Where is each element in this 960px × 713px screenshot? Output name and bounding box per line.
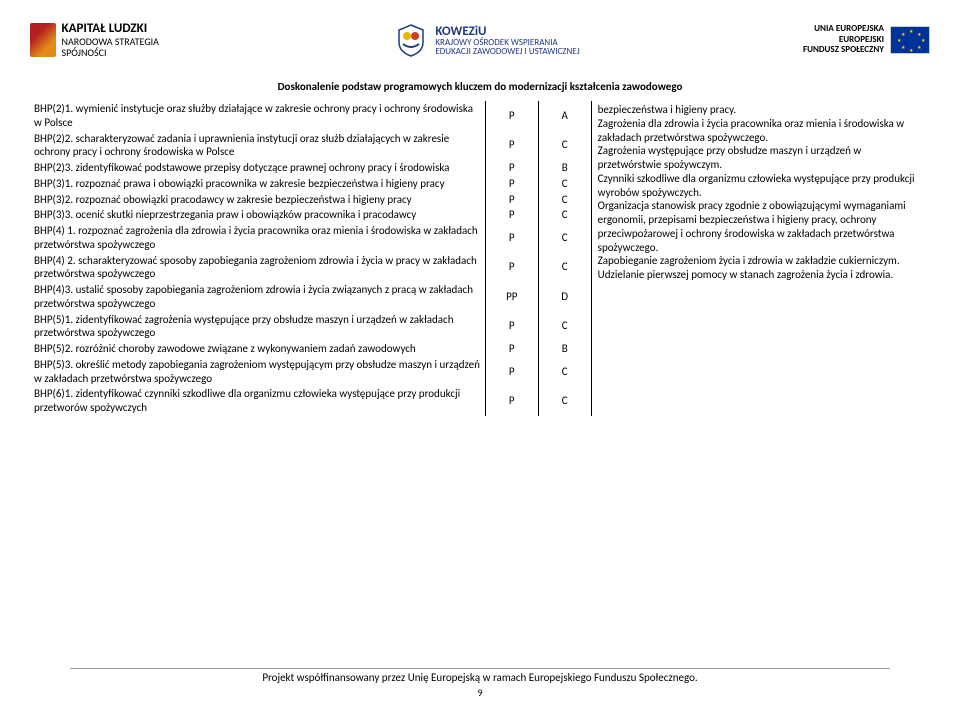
right-column-text: bezpieczeństwa i higieny pracy. Zagrożen… bbox=[591, 101, 930, 416]
content-table: BHP(2)1. wymienić instytucje oraz służby… bbox=[30, 101, 930, 416]
kl-text: KAPITAŁ LUDZKI NARODOWA STRATEGIA SPÓJNO… bbox=[62, 22, 171, 58]
table-row: BHP(2)1. wymienić instytucje oraz służby… bbox=[30, 101, 930, 131]
row-text: BHP(5)1. zidentyfikować zagrożenia wystę… bbox=[30, 312, 485, 342]
footer-text: Projekt współfinansowany przez Unię Euro… bbox=[0, 671, 960, 684]
row-text: BHP(6)1. zidentyfikować czynniki szkodli… bbox=[30, 386, 485, 416]
row-text: BHP(2)3. zidentyfikować podstawowe przep… bbox=[30, 160, 485, 176]
col-p: P bbox=[485, 341, 538, 357]
kl-icon bbox=[30, 23, 56, 57]
col-letter: C bbox=[538, 253, 591, 283]
col-p: PP bbox=[485, 282, 538, 312]
col-p: P bbox=[485, 386, 538, 416]
page-header: KAPITAŁ LUDZKI NARODOWA STRATEGIA SPÓJNO… bbox=[30, 10, 930, 70]
col-letter: C bbox=[538, 176, 591, 192]
koweziu-text: KOWEZiU KRAJOWY OŚRODEK WSPIERANIA EDUKA… bbox=[435, 25, 579, 56]
row-text: BHP(4) 1. rozpoznać zagrożenia dla zdrow… bbox=[30, 223, 485, 253]
koweziu-sub2: EDUKACJI ZAWODOWEJ I USTAWICZNEJ bbox=[435, 47, 579, 56]
col-p: P bbox=[485, 223, 538, 253]
eu-flag-icon: ★ ★ ★ ★ ★ ★ ★ ★ bbox=[890, 26, 930, 54]
logo-eu: UNIA EUROPEJSKA EUROPEJSKI FUNDUSZ SPOŁE… bbox=[803, 24, 930, 55]
row-text: BHP(3)3. ocenić skutki nieprzestrzegania… bbox=[30, 207, 485, 223]
col-letter: C bbox=[538, 357, 591, 387]
page-title: Doskonalenie podstaw programowych klucze… bbox=[30, 80, 930, 93]
row-text: BHP(4)3. ustalić sposoby zapobiegania za… bbox=[30, 282, 485, 312]
col-p: P bbox=[485, 176, 538, 192]
kl-title: KAPITAŁ LUDZKI bbox=[62, 22, 171, 36]
col-p: P bbox=[485, 312, 538, 342]
kl-subtitle: NARODOWA STRATEGIA SPÓJNOŚCI bbox=[62, 36, 171, 58]
col-letter: C bbox=[538, 207, 591, 223]
col-letter: C bbox=[538, 131, 591, 161]
page-number: 9 bbox=[0, 686, 960, 699]
col-letter: C bbox=[538, 223, 591, 253]
col-p: P bbox=[485, 101, 538, 131]
koweziu-title: KOWEZiU bbox=[435, 25, 579, 38]
col-p: P bbox=[485, 131, 538, 161]
eu-line3: FUNDUSZ SPOŁECZNY bbox=[803, 45, 884, 55]
col-letter: D bbox=[538, 282, 591, 312]
row-text: BHP(4) 2. scharakteryzować sposoby zapob… bbox=[30, 253, 485, 283]
col-p: P bbox=[485, 160, 538, 176]
row-text: BHP(5)3. określić metody zapobiegania za… bbox=[30, 357, 485, 387]
row-text: BHP(3)1. rozpoznać prawa i obowiązki pra… bbox=[30, 176, 485, 192]
col-letter: A bbox=[538, 101, 591, 131]
col-p: P bbox=[485, 207, 538, 223]
row-text: BHP(3)2. rozpoznać obowiązki pracodawcy … bbox=[30, 192, 485, 208]
row-text: BHP(2)1. wymienić instytucje oraz służby… bbox=[30, 101, 485, 131]
koweziu-icon bbox=[393, 22, 429, 58]
col-p: P bbox=[485, 253, 538, 283]
col-letter: C bbox=[538, 312, 591, 342]
page-footer: Projekt współfinansowany przez Unię Euro… bbox=[0, 668, 960, 699]
eu-text: UNIA EUROPEJSKA EUROPEJSKI FUNDUSZ SPOŁE… bbox=[803, 24, 884, 55]
col-letter: C bbox=[538, 386, 591, 416]
col-p: P bbox=[485, 357, 538, 387]
col-letter: B bbox=[538, 341, 591, 357]
col-p: P bbox=[485, 192, 538, 208]
row-text: BHP(5)2. rozróżnić choroby zawodowe zwią… bbox=[30, 341, 485, 357]
col-letter: B bbox=[538, 160, 591, 176]
logo-kapital-ludzki: KAPITAŁ LUDZKI NARODOWA STRATEGIA SPÓJNO… bbox=[30, 18, 170, 63]
row-text: BHP(2)2. scharakteryzować zadania i upra… bbox=[30, 131, 485, 161]
logo-koweziu: KOWEZiU KRAJOWY OŚRODEK WSPIERANIA EDUKA… bbox=[393, 22, 579, 58]
col-letter: C bbox=[538, 192, 591, 208]
